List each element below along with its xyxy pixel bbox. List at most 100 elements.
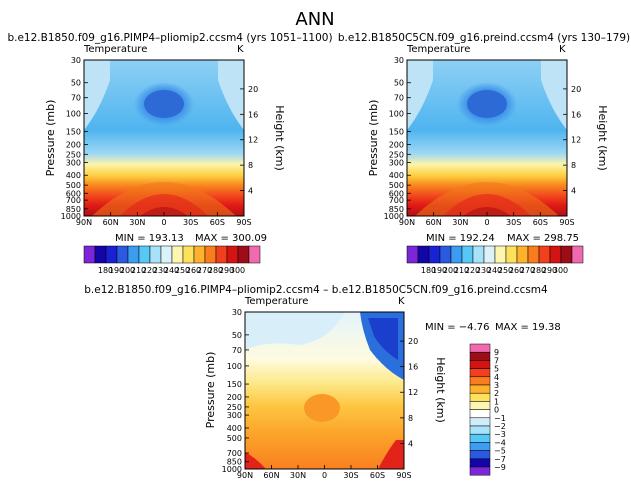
panel-3-ylabel: Pressure (mb): [204, 352, 217, 429]
colorbar-swatch: [461, 245, 474, 264]
colorbar-swatch: [469, 450, 491, 460]
colorbar-swatch: [494, 245, 507, 264]
colorbar-swatch: [469, 401, 491, 410]
y-tick-label: 70: [394, 94, 404, 103]
y-tick-label: 250: [227, 403, 242, 412]
colorbar-swatch: [160, 245, 173, 264]
colorbar-label: 4: [494, 373, 499, 382]
height-tick-label: 12: [408, 388, 418, 397]
colorbar-swatch: [469, 343, 491, 353]
panel-3-min: MIN = −4.76: [425, 322, 489, 333]
panel-2-field: [406, 59, 568, 217]
x-tick-label: 60N: [263, 471, 279, 480]
x-tick-label: 60S: [210, 218, 225, 227]
colorbar-swatch: [182, 245, 195, 264]
colorbar-label: 240: [164, 266, 179, 275]
panel-2-height-ticks: 20 16 12 8 4: [563, 85, 581, 196]
x-tick-label: 60N: [426, 218, 442, 227]
colorbar-label: 220: [465, 266, 480, 275]
x-tick-label: 30N: [129, 218, 145, 227]
colorbar-swatch: [406, 245, 419, 264]
colorbar-label: 260: [509, 266, 524, 275]
y-tick-label: 30: [71, 56, 81, 65]
y-tick-label: 150: [66, 128, 81, 137]
colorbar-label: 190: [109, 266, 124, 275]
colorbar-swatch: [469, 458, 491, 468]
panel-2-ylabel2: Height (km): [596, 105, 609, 171]
colorbar-swatch: [549, 245, 562, 264]
panel-1-height-ticks: 20 16 12 8 4: [240, 85, 258, 196]
height-tick-label: 16: [248, 110, 258, 119]
y-tick-label: 1000: [222, 465, 242, 474]
colorbar-label: 230: [476, 266, 491, 275]
y-tick-label: 500: [66, 181, 81, 190]
colorbar-swatch: [469, 442, 491, 451]
colorbar-label: 3: [494, 381, 499, 390]
colorbar-swatch: [204, 245, 217, 264]
colorbar-label: 1: [494, 397, 499, 406]
colorbar-label: 9: [494, 348, 499, 357]
y-tick-label: 700: [227, 449, 242, 458]
height-tick-label: 8: [408, 414, 413, 423]
height-tick-label: 20: [248, 85, 258, 94]
panel-2-variable: Temperature: [406, 44, 470, 55]
colorbar-swatch: [469, 425, 491, 435]
y-tick-label: 250: [389, 150, 404, 159]
colorbar-swatch: [469, 360, 491, 369]
y-tick-label: 1000: [61, 212, 81, 221]
panel-1-x-ticks: 90N 60N 30N 0 30S 60S 90S: [76, 212, 252, 227]
panel-2: b.e12.B1850C5CN.f09_g16.preind.ccsm4 (yr…: [338, 32, 630, 244]
colorbar-label: −1: [494, 414, 506, 423]
panel-2-max: MAX = 298.75: [507, 233, 579, 244]
panel-3-field: [244, 311, 405, 470]
panel-1-max: MAX = 300.09: [195, 233, 267, 244]
panel-2-min: MIN = 192.24: [426, 233, 495, 244]
panel-3-x-ticks: 90N 60N 30N 0 30S 60S 90S: [237, 465, 412, 480]
colorbar-label: −2: [494, 422, 506, 431]
colorbar-label: 300: [230, 266, 245, 275]
height-tick-label: 4: [248, 187, 253, 196]
colorbar-label: 290: [219, 266, 234, 275]
colorbar-label: 270: [520, 266, 535, 275]
colorbar-label: 300: [553, 266, 568, 275]
y-tick-label: 50: [232, 331, 242, 340]
colorbar-label: 0: [494, 406, 499, 415]
colorbar-label: 270: [197, 266, 212, 275]
y-tick-label: 70: [71, 94, 81, 103]
colorbar-label: 220: [142, 266, 157, 275]
panel-2-ylabel: Pressure (mb): [367, 100, 380, 177]
y-tick-label: 150: [227, 380, 242, 389]
height-tick-label: 8: [571, 161, 576, 170]
x-tick-label: 90S: [236, 218, 251, 227]
colorbar-swatch: [171, 245, 184, 264]
y-tick-label: 200: [66, 140, 81, 149]
y-tick-label: 700: [389, 196, 404, 205]
colorbar-label: 210: [131, 266, 146, 275]
height-tick-label: 16: [408, 363, 418, 372]
colorbar-label: −4: [494, 438, 506, 447]
y-tick-label: 600: [66, 189, 81, 198]
colorbar-label: 5: [494, 365, 499, 374]
panel-1-variable: Temperature: [83, 44, 147, 55]
x-tick-label: 30S: [183, 218, 198, 227]
colorbar-label: 200: [120, 266, 135, 275]
colorbar-swatch: [149, 245, 162, 264]
colorbar-swatch: [469, 433, 491, 443]
y-tick-label: 400: [227, 424, 242, 433]
colorbar-swatch: [127, 245, 140, 264]
panel-2-title: b.e12.B1850C5CN.f09_g16.preind.ccsm4 (yr…: [338, 32, 630, 44]
colorbar-label: 290: [542, 266, 557, 275]
panel-3-ylabel2: Height (km): [434, 357, 447, 423]
colorbar-swatch: [215, 245, 228, 264]
panel-3-title: b.e12.B1850.f09_g16.PIMP4–pliomip2.ccsm4…: [84, 284, 548, 296]
colorbar-swatch: [469, 376, 491, 386]
y-tick-label: 70: [232, 346, 242, 355]
panel-1-field: [83, 59, 245, 217]
panel-1-min: MIN = 193.13: [115, 233, 184, 244]
x-tick-label: 30S: [343, 471, 358, 480]
